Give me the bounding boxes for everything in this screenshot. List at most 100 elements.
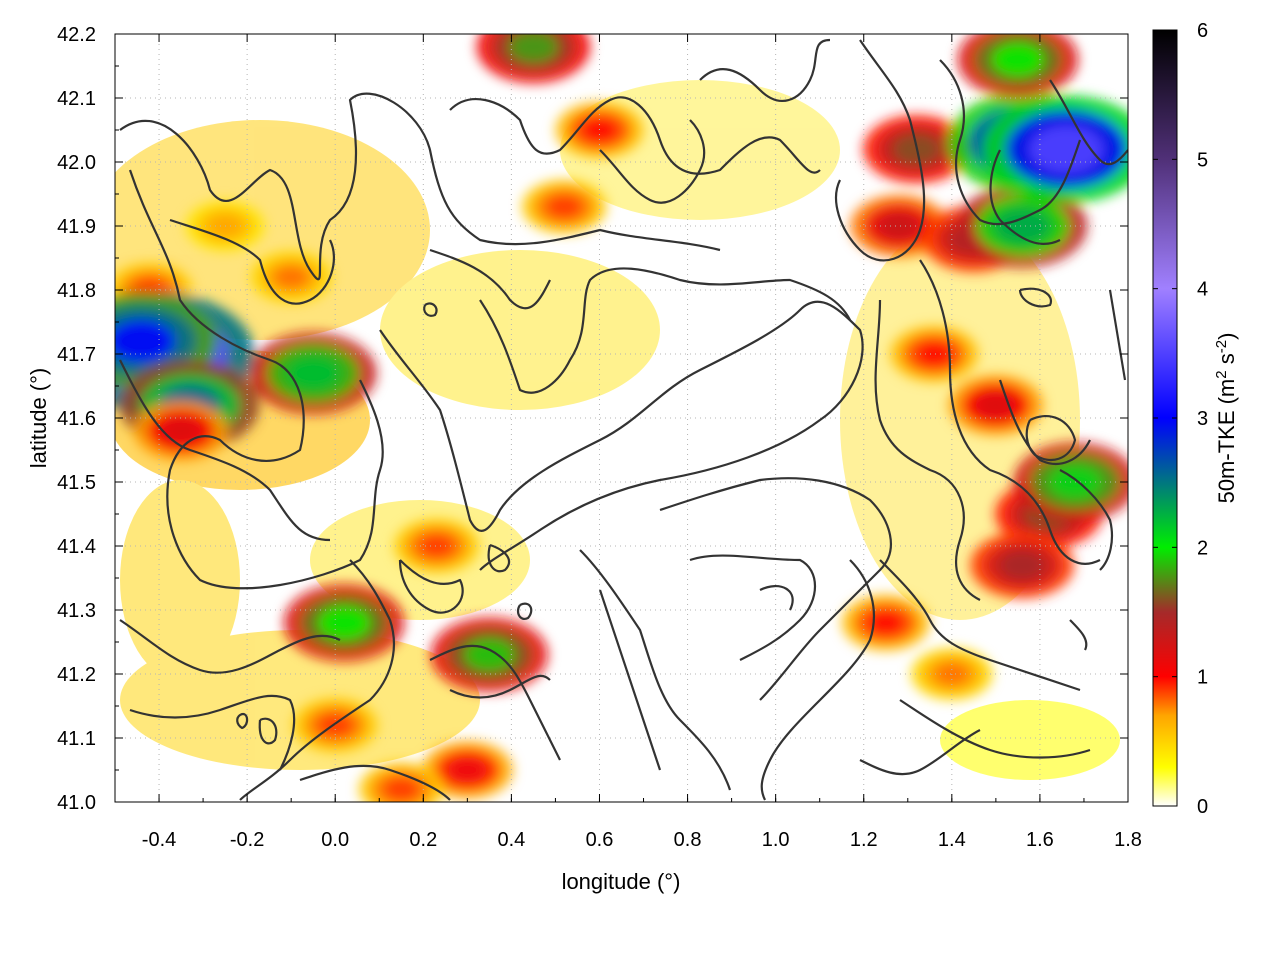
contour-line (759, 585, 794, 611)
contour-line (1025, 415, 1077, 462)
colorbar-tick-label: 5 (1197, 149, 1208, 171)
colorbar-title-main: 50m-TKE (m (1214, 379, 1239, 504)
contour-line (429, 248, 551, 310)
contour-line (1018, 287, 1053, 308)
contour-line (169, 218, 335, 305)
contour-line (699, 38, 831, 102)
x-tick-label: 1.6 (1026, 829, 1054, 851)
x-tick-label: 0.0 (321, 829, 349, 851)
contour-line (449, 96, 821, 175)
contour-line (835, 39, 926, 262)
x-axis: -0.4 -0.2 0.0 0.2 0.4 0.6 0.8 1.0 1.2 1.4 1.6 1.8 (114, 34, 1142, 851)
colorbar-title-mid: s (1214, 353, 1239, 370)
tke-hotspot (982, 95, 1128, 203)
tke-hotspot-level (993, 207, 1051, 245)
contour-line (236, 712, 249, 730)
contour-line (689, 554, 816, 661)
colorbar-tick-label: 3 (1197, 408, 1208, 430)
tke-hotspot (957, 34, 1078, 98)
contour-line (1108, 289, 1127, 381)
tke-hotspot (249, 332, 377, 414)
tke-hotspot-level (914, 341, 954, 367)
y-tick-label: 41.4 (57, 536, 96, 558)
x-tick-label: 1.2 (850, 829, 878, 851)
contour-line (119, 619, 341, 674)
contour-line (598, 589, 662, 771)
colorbar-axis: 0 1 2 3 4 5 6 (1153, 20, 1208, 818)
contour-line (119, 92, 721, 281)
contour-line (659, 477, 892, 701)
tke-hotspot-level (545, 194, 583, 219)
contour-line (760, 559, 875, 801)
contour-line (939, 59, 1082, 226)
colorbar-title: 50m-TKE (m2 s-2) (1213, 333, 1240, 504)
y-tick-label: 42.2 (57, 24, 96, 46)
tke-hotspot-level (1029, 125, 1104, 173)
tke-hotspot (841, 594, 930, 651)
contour-line (398, 559, 464, 614)
contour-line (379, 300, 864, 571)
contour-line (1059, 469, 1114, 571)
contour-line (989, 149, 1061, 245)
tke-hotspot (890, 325, 979, 383)
y-axis-title: latitude (°) (26, 368, 51, 469)
y-tick-label: 41.2 (57, 664, 96, 686)
x-axis-title: longitude (°) (562, 869, 681, 894)
contour-line (1049, 79, 1128, 166)
tke-hotspot-level (273, 265, 310, 289)
contour-line (998, 379, 1091, 465)
contour-line (899, 699, 1091, 759)
contour-line (579, 549, 732, 791)
contour-line (599, 119, 706, 204)
tke-hotspot-level (975, 391, 1017, 419)
contour-line (449, 674, 551, 699)
y-tick-label: 41.8 (57, 280, 96, 302)
tke-hotspot (421, 740, 513, 800)
tke-hotspot (970, 531, 1075, 599)
contour-line (859, 729, 981, 776)
y-tick-label: 42.1 (57, 88, 96, 110)
tke-hotspot-level (115, 319, 175, 363)
tke-hotspot (957, 184, 1088, 268)
contour-line (879, 559, 1081, 692)
tke-hotspot (476, 34, 591, 84)
terrain-contours (119, 38, 1128, 801)
colorbar-title-end: ) (1214, 333, 1239, 340)
contour-line (299, 764, 451, 801)
tke-hotspot-level (382, 777, 420, 802)
tke-hotspot-level (991, 42, 1045, 77)
tke-hotspot-level (866, 610, 906, 636)
tke-hotspot-level (508, 34, 559, 63)
contour-line (129, 694, 296, 771)
y-tick-label: 41.0 (57, 792, 96, 814)
tke-hotspot-level (317, 606, 371, 640)
tke-hotspot-level (160, 417, 202, 445)
x-tick-label: 0.6 (586, 829, 614, 851)
contour-line (258, 717, 278, 745)
y-tick-label: 41.6 (57, 408, 96, 430)
y-tick-label: 41.3 (57, 600, 96, 622)
contour-line (1069, 619, 1088, 651)
x-tick-label: 1.8 (1114, 829, 1142, 851)
tke-hotspot (394, 518, 479, 574)
colorbar-tick-label: 0 (1197, 796, 1208, 818)
contour-line (479, 267, 851, 394)
y-tick-label: 41.7 (57, 344, 96, 366)
colorbar-tick-label: 1 (1197, 667, 1208, 689)
contour-line (516, 602, 533, 620)
tke-hotspot-level (417, 534, 456, 558)
y-tick-label: 41.9 (57, 216, 96, 238)
x-tick-label: 0.2 (409, 829, 437, 851)
x-tick-label: 1.0 (762, 829, 790, 851)
x-tick-label: 1.4 (938, 829, 966, 851)
contour-line (119, 359, 331, 542)
tke-hotspot (284, 584, 405, 662)
tke-hotspot (948, 374, 1044, 436)
colorbar-title-sup2: -2 (1213, 340, 1230, 353)
colorbar-title-sup1: 2 (1213, 370, 1230, 378)
contour-line (128, 169, 384, 590)
tke-hotspot-level (447, 757, 488, 783)
tke-hotspot-level (285, 355, 341, 391)
x-tick-label: 0.4 (497, 829, 525, 851)
